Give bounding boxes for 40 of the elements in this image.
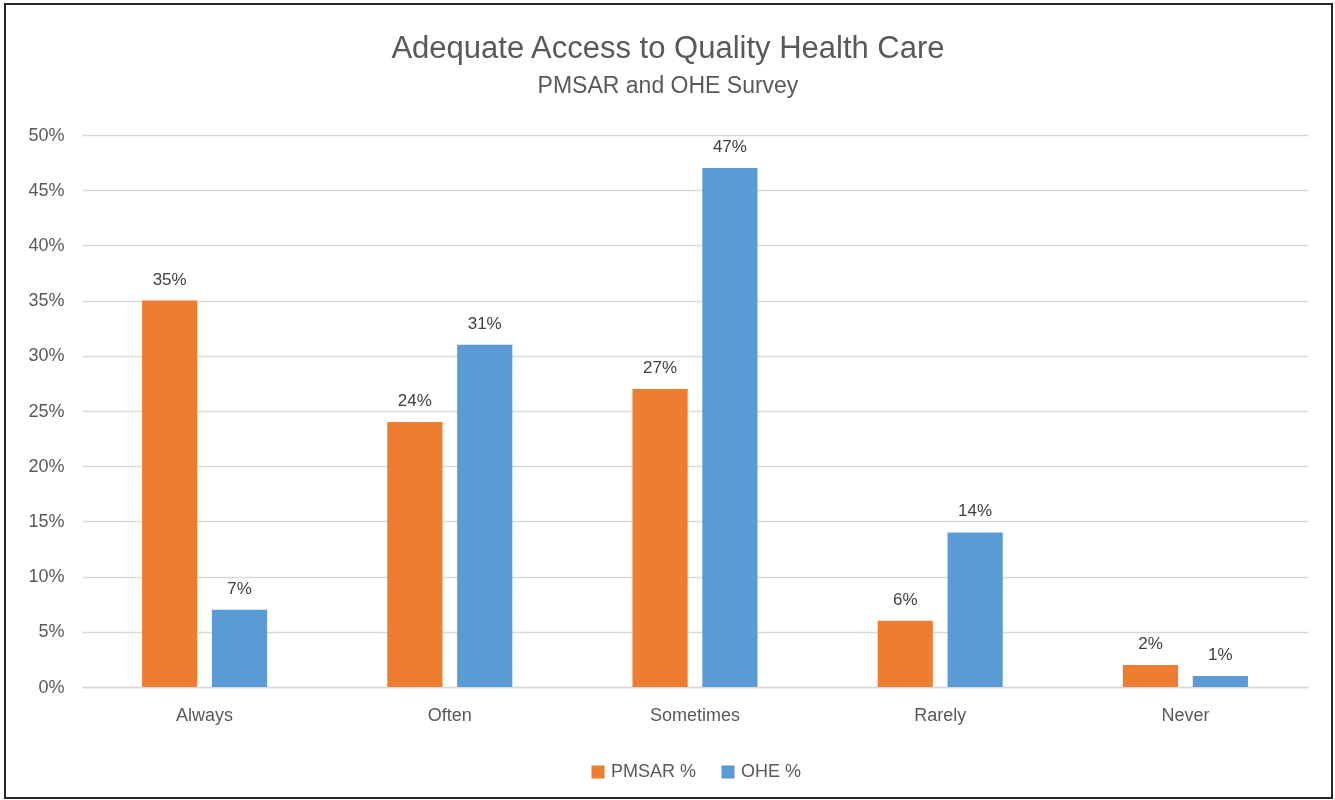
- bar: [947, 532, 1003, 687]
- bar: [632, 388, 688, 687]
- data-label: 1%: [1208, 644, 1233, 664]
- bar: [387, 422, 443, 687]
- bar: [1122, 664, 1179, 687]
- data-label: 14%: [958, 501, 993, 521]
- data-label: 47%: [712, 137, 747, 157]
- y-tick-label: 10%: [28, 566, 65, 587]
- data-label: 27%: [643, 357, 678, 377]
- y-tick-label: 40%: [28, 234, 65, 255]
- x-tick-label: Always: [176, 704, 234, 725]
- data-label: 31%: [467, 313, 502, 333]
- y-tick-label: 5%: [38, 621, 65, 642]
- bar: [457, 344, 513, 687]
- legend-label: PMSAR %: [611, 761, 697, 781]
- data-label: 35%: [152, 269, 187, 289]
- bar: [702, 168, 758, 687]
- x-tick-label: Sometimes: [649, 704, 741, 725]
- y-tick-label: 50%: [28, 124, 65, 145]
- y-tick-label: 0%: [38, 676, 65, 697]
- bar: [142, 300, 198, 687]
- chart-title: Adequate Access to Quality Health Care: [391, 30, 945, 65]
- x-tick-label: Often: [427, 704, 472, 725]
- y-tick-label: 35%: [28, 290, 65, 311]
- y-tick-label: 15%: [28, 510, 65, 531]
- data-label: 24%: [397, 391, 432, 411]
- data-label: 6%: [892, 589, 918, 609]
- chart-subtitle: PMSAR and OHE Survey: [537, 72, 799, 98]
- data-label: 2%: [1138, 633, 1163, 653]
- x-tick-label: Rarely: [914, 704, 967, 725]
- y-tick-label: 25%: [28, 400, 65, 421]
- bar: [1192, 675, 1248, 687]
- data-label: 7%: [227, 578, 252, 598]
- bar: [877, 620, 933, 687]
- bar: [211, 609, 268, 687]
- y-tick-label: 45%: [28, 179, 65, 200]
- y-tick-label: 30%: [28, 345, 65, 366]
- legend-label: OHE %: [741, 761, 802, 781]
- x-tick-label: Never: [1161, 704, 1210, 725]
- y-tick-label: 20%: [28, 455, 65, 476]
